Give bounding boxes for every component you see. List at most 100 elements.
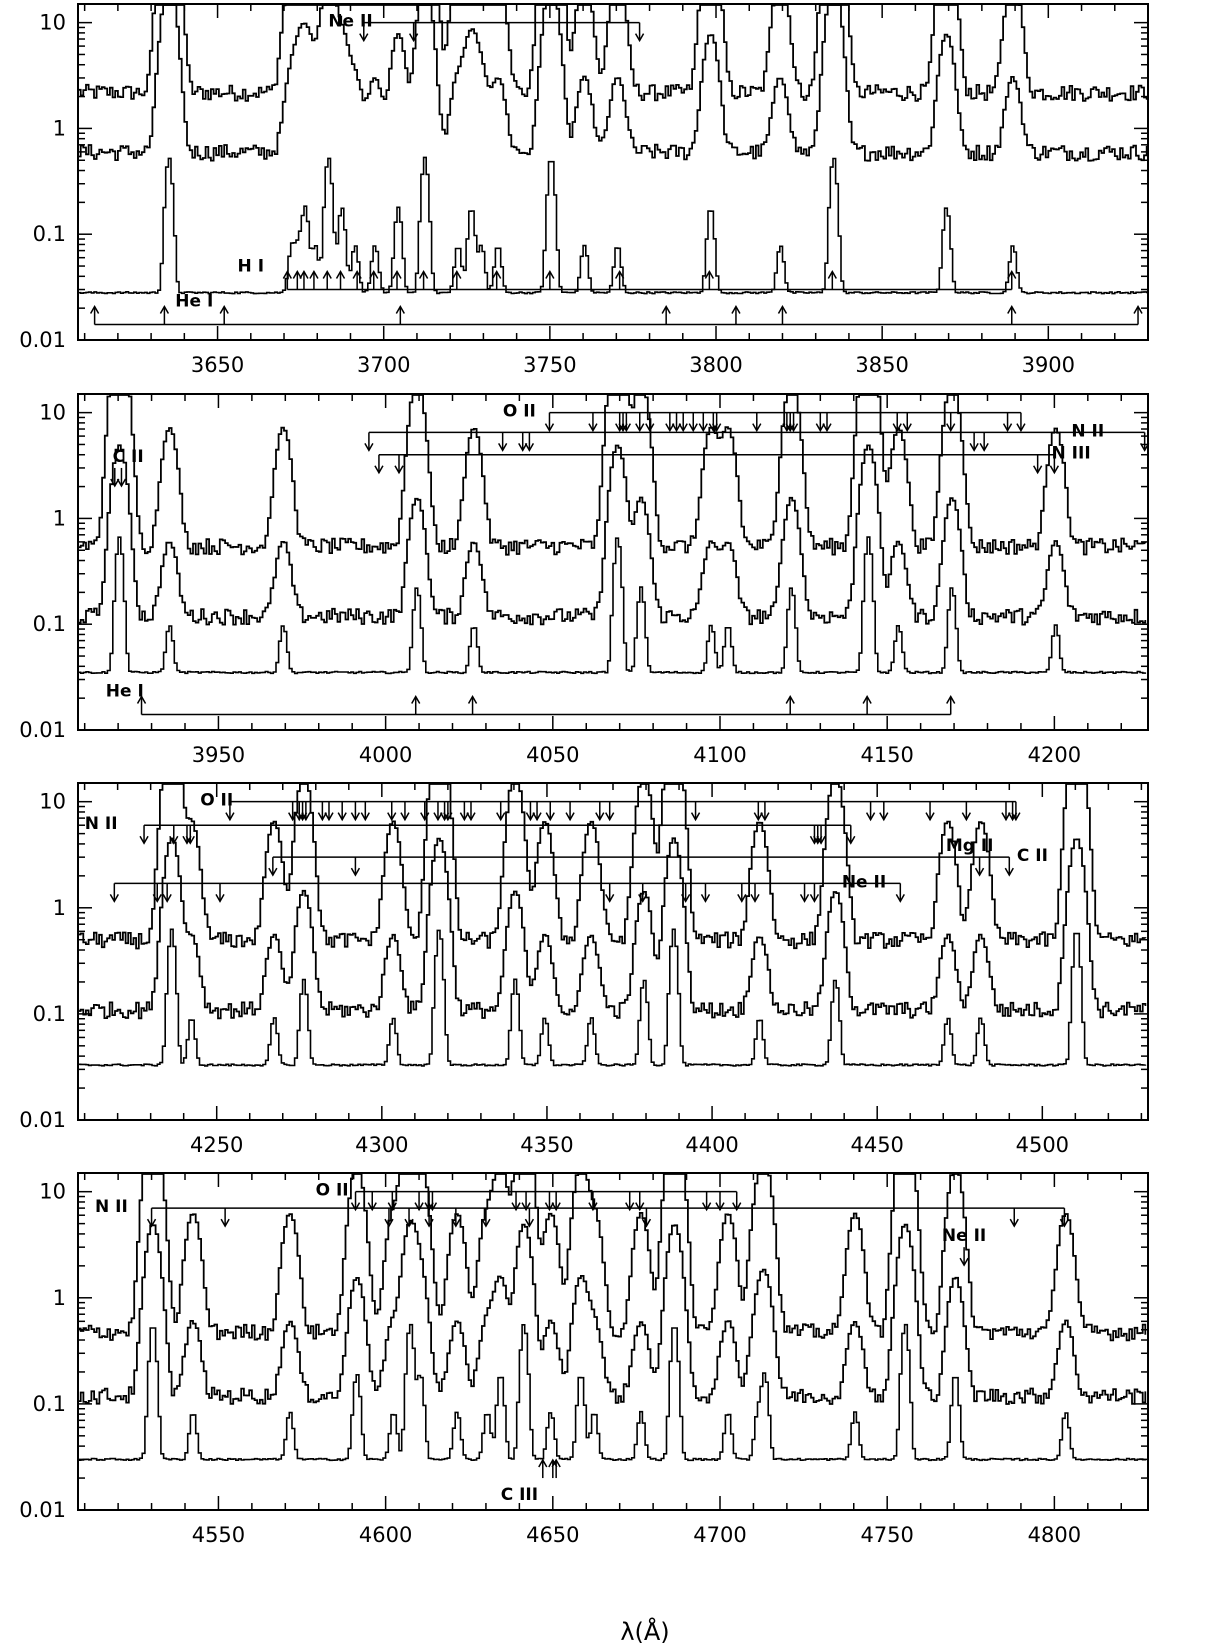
ion-arrow-head	[551, 1202, 561, 1212]
ion-arrow-head	[420, 812, 430, 822]
ion-arrow-head	[369, 270, 379, 279]
ion-arrow-head	[895, 893, 905, 903]
ion-arrow-head	[681, 893, 691, 903]
ion-arrow-head	[185, 835, 195, 845]
ion-arrow-head	[701, 1202, 712, 1212]
panel-frame	[77, 3, 1149, 341]
ion-marker: N II	[364, 421, 1150, 452]
ion-arrow-head	[136, 695, 147, 704]
ion-arrow-head	[219, 305, 229, 314]
ion-arrow-head	[116, 478, 127, 488]
ion-arrow-head	[404, 1218, 414, 1228]
ion-arrow-head	[411, 695, 421, 704]
ion-label: N II	[1071, 421, 1104, 441]
ion-marker: C III	[501, 1458, 561, 1505]
ion-arrow-head	[902, 423, 912, 433]
ion-arrow-head	[946, 695, 956, 704]
ion-arrow-head	[822, 423, 832, 433]
ion-label: He I	[175, 292, 213, 312]
ion-arrow-head	[225, 812, 235, 822]
ion-marker: He I	[106, 682, 956, 716]
ion-marker: C II	[110, 447, 144, 488]
ion-arrow-head	[374, 465, 384, 475]
ion-label: C III	[501, 1485, 538, 1505]
y-tick-label: 0.1	[33, 222, 66, 246]
spectrum-series-2	[78, 4, 1148, 162]
ion-arrow-head	[799, 893, 810, 903]
spectrum-series-1	[78, 4, 1148, 102]
ion-arrow-head	[220, 1218, 230, 1228]
ion-arrow-head	[525, 812, 536, 822]
ion-arrow-head	[427, 1202, 438, 1212]
x-tick-label: 4000	[359, 743, 412, 767]
ion-arrow-head	[215, 893, 225, 903]
ion-arrow-head	[815, 423, 825, 433]
ion-arrow-head	[777, 305, 788, 314]
ion-arrow-head	[688, 423, 698, 433]
ion-arrow-head	[750, 893, 760, 903]
spectrum-series-3	[78, 156, 1148, 295]
ion-marker: N II	[85, 814, 856, 845]
ion-arrow-head	[1140, 443, 1150, 452]
ion-arrow-head	[544, 1202, 555, 1212]
ion-arrow-head	[1133, 305, 1143, 314]
ion-arrow-head	[892, 423, 902, 433]
ion-arrow-head	[737, 893, 747, 903]
ion-arrow-head	[545, 812, 555, 822]
ion-arrow-head	[109, 893, 119, 903]
ion-arrow-head	[809, 893, 820, 903]
ion-arrow-head	[443, 812, 453, 822]
ion-arrow-head	[645, 423, 655, 433]
ion-arrow-head	[524, 1218, 535, 1228]
ion-arrow-head	[159, 305, 170, 314]
ion-label: N II	[85, 814, 118, 834]
ion-arrow-head	[359, 33, 369, 43]
ion-arrow-head	[635, 423, 645, 433]
ion-arrow-head	[152, 893, 162, 903]
y-tick-label: 0.01	[19, 718, 66, 742]
y-tick-label: 10	[39, 790, 66, 814]
panel-3: 0.01 0.1 1 10 4250 4300 4350 4400 4450 4500 O II N …	[19, 782, 1149, 1157]
ion-arrow-head	[511, 1202, 521, 1212]
spectrum-series-2	[78, 1219, 1147, 1405]
ion-arrow-head	[641, 1218, 652, 1228]
ion-arrow-head	[387, 1202, 397, 1212]
ion-arrow-head	[588, 1202, 598, 1212]
ion-label: O II	[200, 791, 233, 811]
ion-label: Ne II	[842, 872, 886, 892]
ion-arrow-head	[367, 1202, 377, 1212]
ion-arrow-head	[467, 695, 478, 704]
ion-arrow-head	[614, 270, 625, 279]
ion-arrow-head	[418, 270, 429, 279]
ion-arrow-head	[605, 812, 615, 822]
ion-arrow-head	[879, 812, 889, 822]
ion-arrow-head	[387, 812, 397, 822]
x-tick-label: 4300	[355, 1133, 408, 1157]
x-tick-label: 4550	[192, 1523, 245, 1547]
ion-arrow-head	[625, 1202, 635, 1212]
ion-arrow-head	[969, 443, 979, 452]
ion-arrow-head	[498, 443, 508, 452]
ion-arrow-head	[524, 443, 535, 452]
ion-label: C II	[1017, 846, 1048, 866]
ion-arrow-head	[299, 270, 309, 279]
ion-arrow-head	[678, 423, 688, 433]
ion-label: N II	[95, 1197, 128, 1217]
ion-arrow-head	[496, 812, 506, 822]
ion-arrow-head	[335, 270, 346, 279]
ion-marker: O II	[503, 402, 1026, 433]
ion-arrow-head	[322, 270, 332, 279]
ion-arrow-head	[364, 443, 374, 452]
ion-marker: N II	[95, 1197, 1070, 1228]
ion-label: O II	[316, 1181, 349, 1201]
x-tick-label: 3750	[523, 353, 576, 377]
ion-marker: O II	[316, 1181, 742, 1212]
ion-arrow-head	[1059, 1218, 1070, 1228]
ion-arrow-head	[268, 867, 278, 877]
ion-label: Mg II	[946, 836, 994, 856]
ion-arrow-head	[1049, 465, 1060, 475]
ion-arrow-head	[288, 812, 298, 822]
ion-arrow-head	[827, 270, 837, 279]
ion-marker: Ne II	[328, 12, 645, 43]
ion-arrow-head	[1007, 305, 1017, 314]
